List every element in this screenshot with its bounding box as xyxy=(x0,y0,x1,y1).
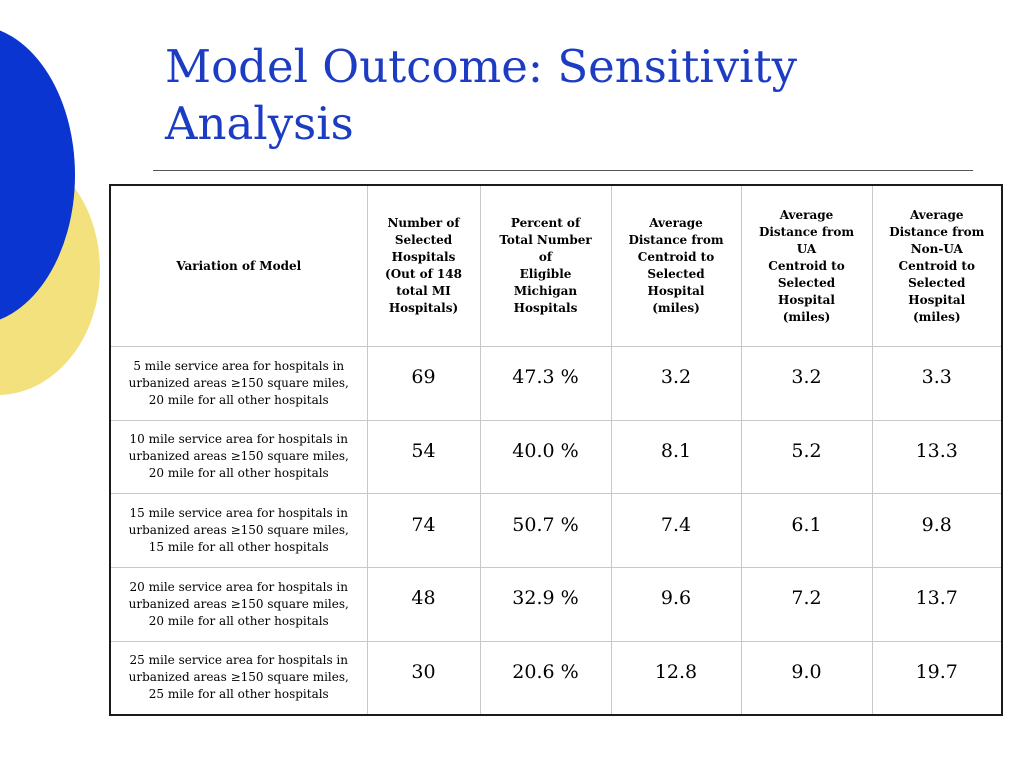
sensitivity-table: Variation of Model Number of Selected Hosp… xyxy=(111,186,1001,714)
avg-distance-ua-cell: 9.0 xyxy=(740,640,873,714)
count-cell: 74 xyxy=(366,493,481,568)
variation-cell: 15 mile service area for hospitals in urb… xyxy=(111,493,368,568)
slide-title: Model Outcome: Sensitivity Analysis xyxy=(165,40,798,150)
avg-distance-non-ua-cell: 13.7 xyxy=(871,566,1001,642)
variation-cell: 10 mile service area for hospitals in urb… xyxy=(111,419,368,495)
header-average-distance: Average Distance from Centroid to Selected H… xyxy=(610,186,742,347)
percent-cell: 47.3 % xyxy=(479,346,612,421)
avg-distance-ua-cell: 6.1 xyxy=(740,493,873,568)
avg-distance-cell: 9.6 xyxy=(610,566,742,642)
avg-distance-ua-cell: 3.2 xyxy=(740,346,873,421)
avg-distance-cell: 8.1 xyxy=(610,419,742,495)
header-percent-of-total: Percent of Total Number of Eligible Michigan… xyxy=(479,186,612,347)
count-cell: 69 xyxy=(366,346,481,421)
avg-distance-cell: 3.2 xyxy=(610,346,742,421)
avg-distance-non-ua-cell: 19.7 xyxy=(871,640,1001,714)
table-row: 10 mile service area for hospitals in urb… xyxy=(111,419,1001,495)
title-divider xyxy=(153,170,973,171)
count-cell: 54 xyxy=(366,419,481,495)
variation-cell: 5 mile service area for hospitals in urba… xyxy=(111,346,368,421)
header-variation-of-model: Variation of Model xyxy=(111,186,368,347)
percent-cell: 32.9 % xyxy=(479,566,612,642)
count-cell: 30 xyxy=(366,640,481,714)
sensitivity-table-container: Variation of Model Number of Selected Hosp… xyxy=(109,184,1003,716)
percent-cell: 20.6 % xyxy=(479,640,612,714)
header-number-of-selected-hospitals: Number of Selected Hospitals (Out of 148 tot… xyxy=(366,186,481,347)
header-average-distance-ua: Average Distance from UA Centroid to Selecte… xyxy=(740,186,873,347)
table-row: 20 mile service area for hospitals in urb… xyxy=(111,566,1001,642)
table-row: 5 mile service area for hospitals in urba… xyxy=(111,346,1001,421)
variation-cell: 25 mile service area for hospitals in urb… xyxy=(111,640,368,714)
avg-distance-cell: 12.8 xyxy=(610,640,742,714)
percent-cell: 50.7 % xyxy=(479,493,612,568)
table-header-row: Variation of Model Number of Selected Hosp… xyxy=(111,186,1001,347)
avg-distance-non-ua-cell: 3.3 xyxy=(871,346,1001,421)
avg-distance-ua-cell: 5.2 xyxy=(740,419,873,495)
avg-distance-non-ua-cell: 13.3 xyxy=(871,419,1001,495)
count-cell: 48 xyxy=(366,566,481,642)
table-row: 15 mile service area for hospitals in urb… xyxy=(111,493,1001,568)
header-average-distance-non-ua: Average Distance from Non-UA Centroid to Sel… xyxy=(871,186,1001,347)
avg-distance-ua-cell: 7.2 xyxy=(740,566,873,642)
table-row: 25 mile service area for hospitals in urb… xyxy=(111,640,1001,714)
percent-cell: 40.0 % xyxy=(479,419,612,495)
avg-distance-non-ua-cell: 9.8 xyxy=(871,493,1001,568)
avg-distance-cell: 7.4 xyxy=(610,493,742,568)
variation-cell: 20 mile service area for hospitals in urb… xyxy=(111,566,368,642)
